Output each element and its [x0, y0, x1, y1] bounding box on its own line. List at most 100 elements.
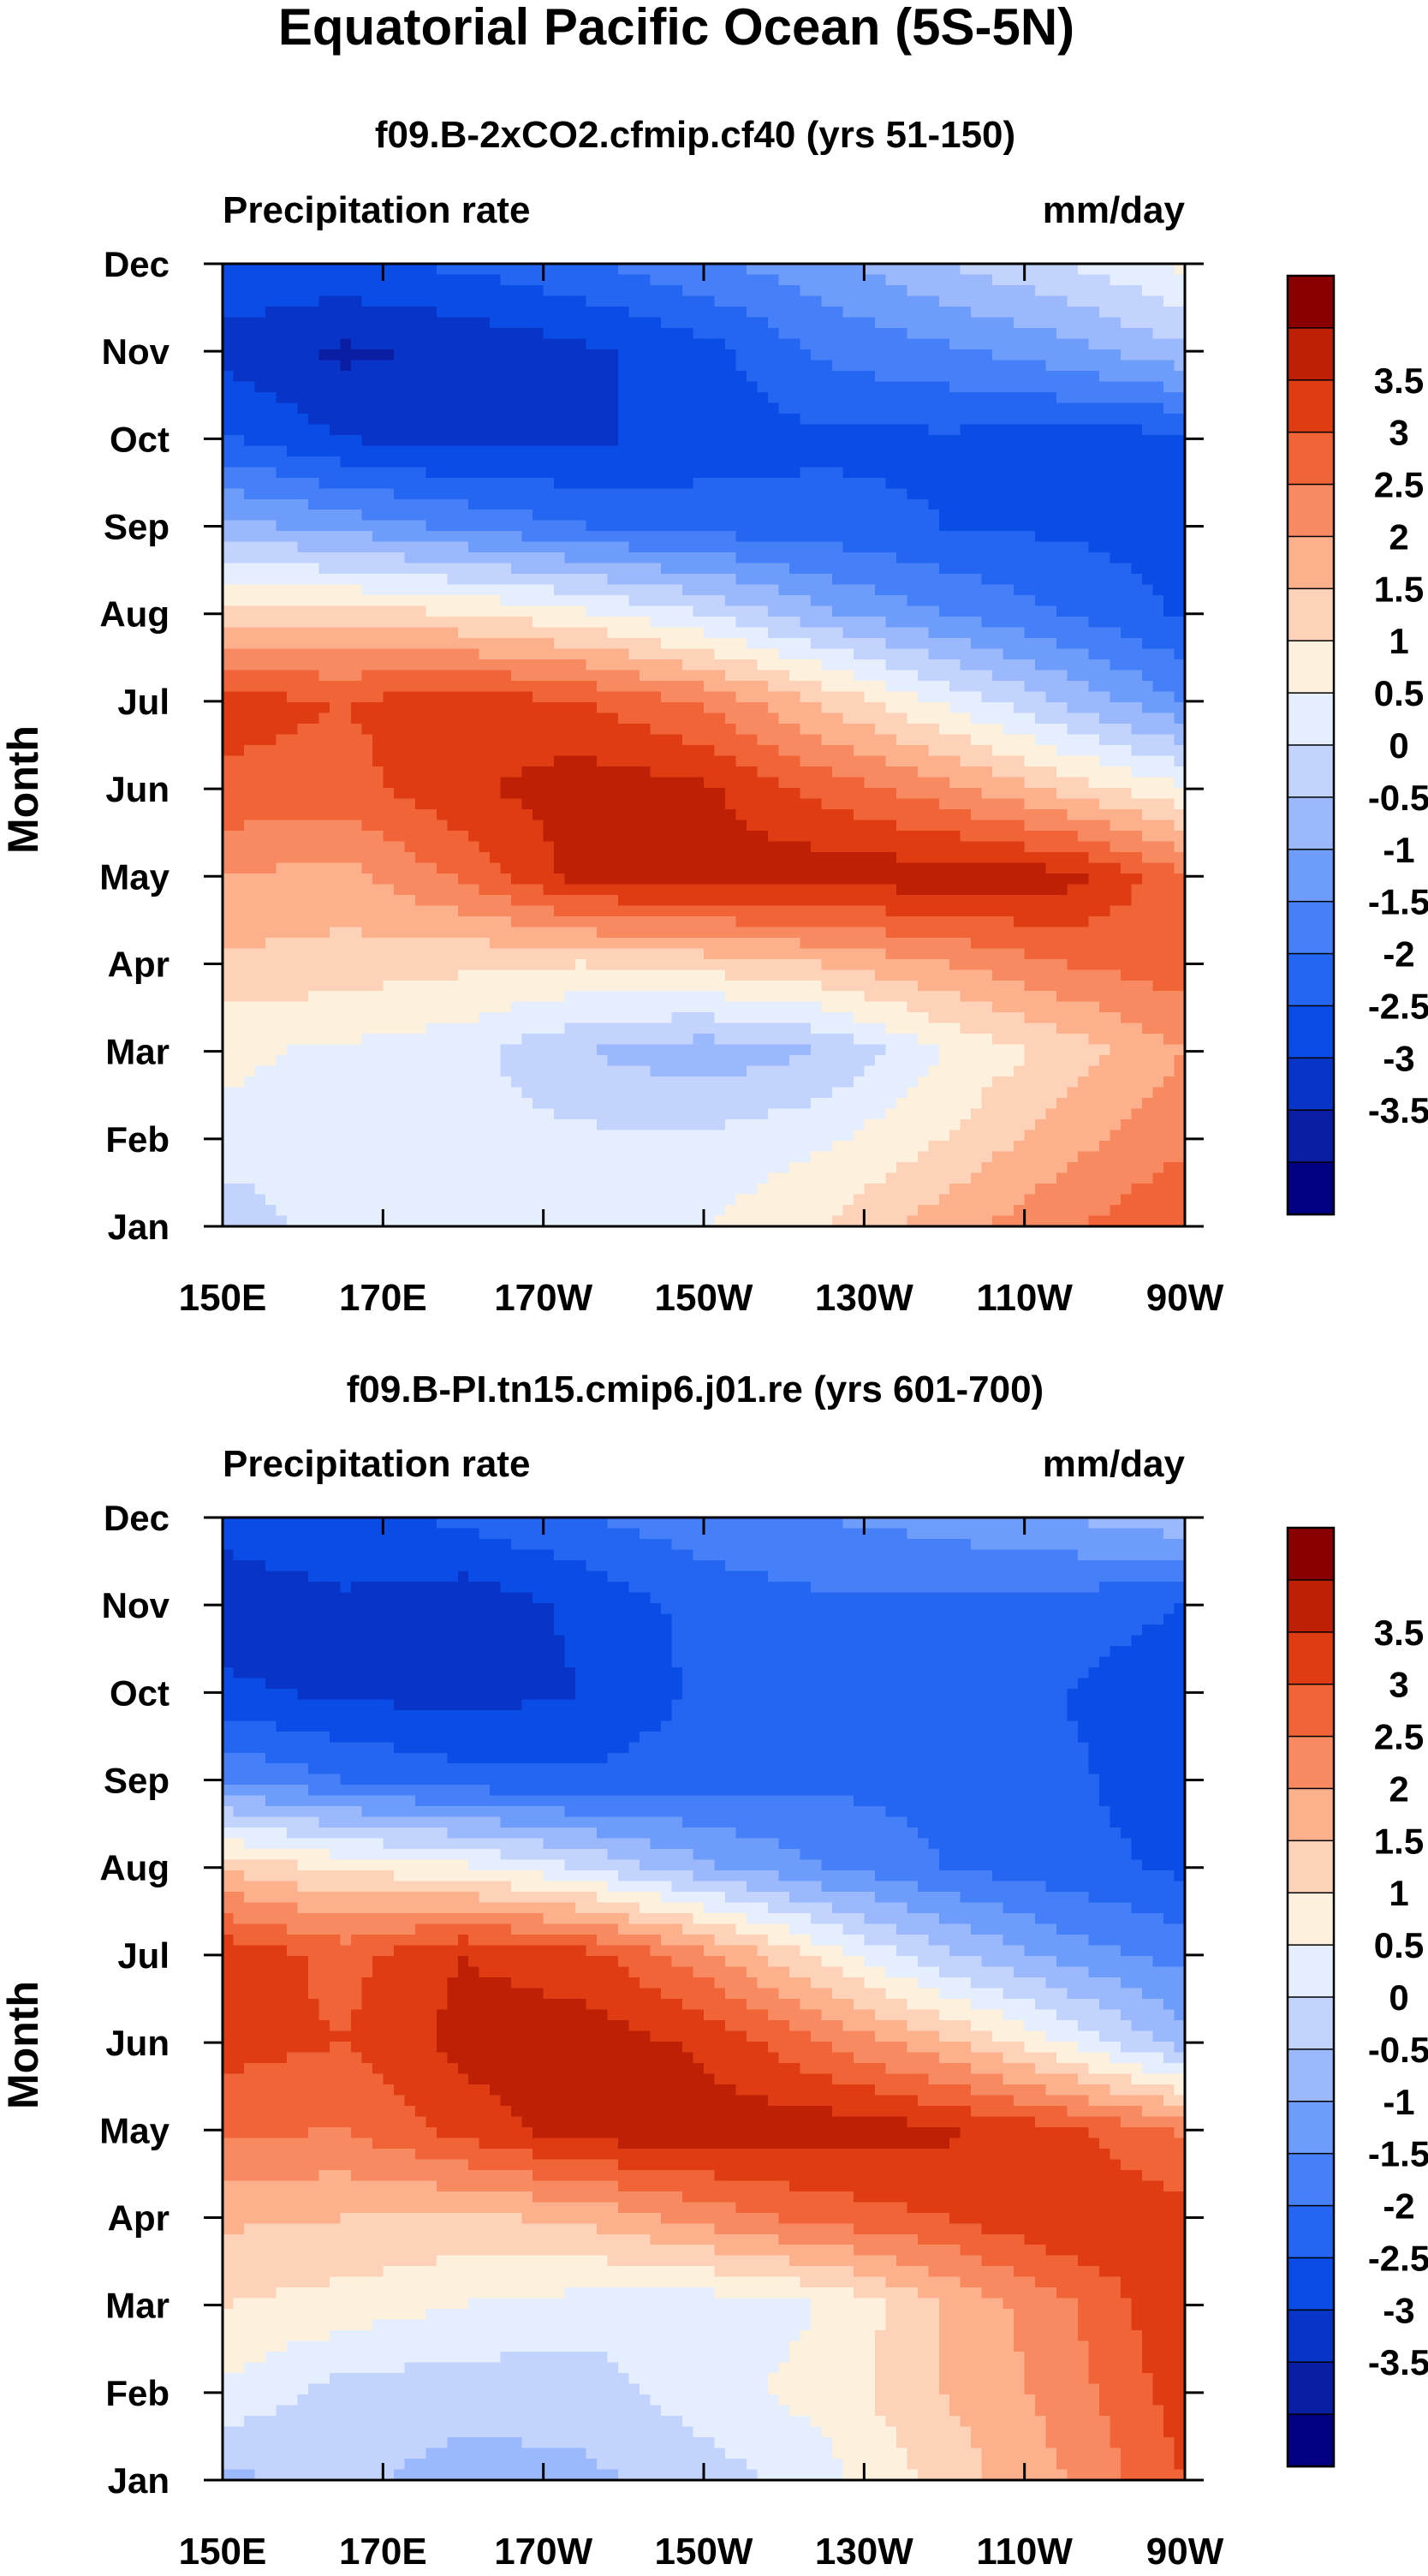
heatmap-cell	[928, 477, 940, 489]
heatmap-cell	[404, 488, 416, 500]
heatmap-cell	[938, 617, 950, 629]
heatmap-cell	[714, 659, 726, 671]
heatmap-cell	[1035, 391, 1047, 403]
heatmap-cell	[714, 605, 726, 617]
heatmap-cell	[960, 391, 972, 403]
heatmap-cell	[628, 424, 640, 436]
heatmap-cell	[414, 531, 426, 543]
heatmap-cell	[917, 605, 929, 617]
heatmap-cell	[1035, 327, 1047, 340]
heatmap-cell	[1088, 306, 1100, 319]
heatmap-cell	[372, 574, 384, 586]
heatmap-cell	[1163, 627, 1175, 639]
heatmap-cell	[853, 360, 865, 372]
heatmap-cell	[671, 713, 683, 724]
heatmap-cell	[628, 648, 640, 660]
heatmap-cell	[1024, 317, 1036, 329]
heatmap-cell	[618, 349, 630, 361]
heatmap-cell	[490, 541, 502, 553]
heatmap-cell	[1088, 327, 1100, 340]
heatmap-cell	[436, 467, 448, 479]
heatmap-cell	[842, 541, 854, 553]
heatmap-cell	[1110, 584, 1122, 596]
heatmap-cell	[457, 274, 469, 286]
heatmap-cell	[490, 274, 502, 286]
heatmap-cell	[350, 702, 362, 714]
heatmap-cell	[597, 317, 609, 329]
heatmap-cell	[1056, 638, 1068, 650]
heatmap-cell	[318, 434, 330, 446]
heatmap-cell	[938, 841, 950, 853]
heatmap-cell	[885, 820, 897, 832]
heatmap-cell	[307, 798, 319, 810]
heatmap-cell	[1024, 734, 1036, 746]
heatmap-cell	[650, 413, 662, 425]
heatmap-cell	[810, 627, 822, 639]
heatmap-cell	[757, 787, 769, 800]
heatmap-cell	[992, 584, 1004, 596]
heatmap-cell	[265, 531, 277, 543]
heatmap-cell	[1152, 510, 1164, 522]
heatmap-cell	[1035, 798, 1047, 810]
heatmap-cell	[628, 702, 640, 714]
heatmap-cell	[928, 488, 940, 500]
heatmap-cell	[276, 295, 288, 307]
heatmap-cell	[243, 584, 256, 596]
heatmap-cell	[1067, 787, 1079, 800]
heatmap-cell	[682, 734, 694, 746]
heatmap-cell	[1014, 841, 1026, 853]
heatmap-cell	[1003, 584, 1014, 596]
heatmap-cell	[297, 755, 309, 767]
heatmap-cell	[960, 381, 972, 393]
heatmap-cell	[457, 648, 469, 660]
heatmap-cell	[575, 745, 587, 757]
heatmap-cell	[960, 681, 972, 693]
heatmap-cell	[842, 467, 854, 479]
heatmap-cell	[1099, 702, 1111, 714]
heatmap-cell	[842, 510, 854, 522]
heatmap-cell	[1131, 295, 1143, 307]
heatmap-cell	[895, 306, 907, 319]
heatmap-cell	[414, 349, 426, 361]
heatmap-cell	[821, 755, 833, 767]
heatmap-cell	[800, 456, 812, 468]
heatmap-cell	[350, 820, 362, 832]
heatmap-cell	[361, 402, 373, 414]
heatmap-cell	[329, 274, 341, 286]
heatmap-cell	[928, 402, 940, 414]
heatmap-cell	[436, 434, 448, 446]
heatmap-cell	[874, 787, 886, 800]
heatmap-cell	[511, 327, 523, 340]
heatmap-cell	[607, 777, 619, 789]
heatmap-cell	[1003, 402, 1014, 414]
heatmap-cell	[1067, 284, 1079, 297]
heatmap-cell	[1067, 595, 1079, 607]
heatmap-cell	[1003, 370, 1014, 382]
heatmap-cell	[938, 520, 950, 532]
heatmap-cell	[1056, 691, 1068, 703]
heatmap-cell	[543, 820, 555, 832]
heatmap-cell	[831, 627, 843, 639]
heatmap-cell	[650, 724, 662, 736]
heatmap-cell	[286, 541, 299, 553]
heatmap-cell	[788, 402, 800, 414]
heatmap-cell	[661, 563, 673, 575]
heatmap-cell	[842, 841, 854, 853]
heatmap-cell	[842, 531, 854, 543]
heatmap-cell	[511, 360, 523, 372]
heatmap-cell	[575, 541, 587, 553]
heatmap-cell	[757, 381, 769, 393]
heatmap-cell	[1067, 402, 1079, 414]
heatmap-cell	[597, 766, 609, 778]
heatmap-cell	[490, 595, 502, 607]
heatmap-cell	[800, 755, 812, 767]
heatmap-cell	[767, 659, 780, 671]
heatmap-cell	[393, 851, 405, 863]
heatmap-cell	[693, 734, 705, 746]
heatmap-cell	[917, 798, 929, 810]
heatmap-cell	[1014, 467, 1026, 479]
heatmap-cell	[372, 552, 384, 564]
heatmap-cell	[265, 467, 277, 479]
heatmap-cell	[1121, 830, 1133, 842]
heatmap-cell	[661, 691, 673, 703]
